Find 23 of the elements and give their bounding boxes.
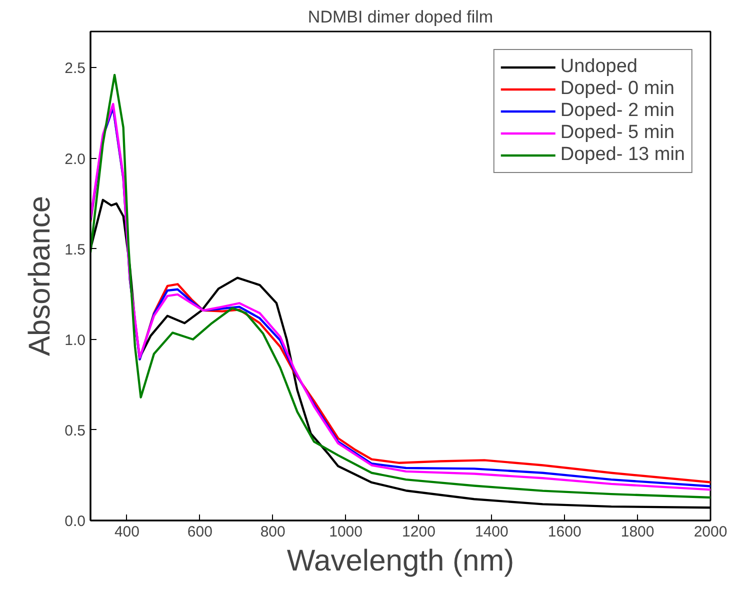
legend-label: Doped- 2 min	[560, 100, 674, 122]
x-tick-label: 1600	[548, 524, 582, 540]
chart-title: NDMBI dimer doped film	[308, 8, 494, 26]
x-tick-label: 400	[114, 524, 140, 540]
legend-label: Doped- 5 min	[560, 122, 674, 144]
legend-label: Undoped	[560, 56, 638, 78]
x-tick-label: 800	[260, 524, 286, 540]
y-tick-label: 2.0	[64, 150, 86, 168]
y-axis-title: Absorbance	[24, 196, 57, 356]
y-tick-label: 0.5	[64, 422, 86, 440]
x-tick-label: 1000	[329, 524, 362, 540]
y-tick-label: 2.5	[64, 60, 86, 78]
x-tick-label: 2000	[694, 524, 728, 540]
legend-label: Doped- 13 min	[560, 144, 685, 166]
legend-label: Doped- 0 min	[560, 78, 674, 100]
x-tick-label: 1400	[474, 524, 508, 540]
y-tick-label: 0.0	[64, 513, 86, 530]
x-axis-title: Wavelength (nm)	[286, 544, 514, 578]
y-tick-label: 1.5	[64, 241, 86, 258]
x-tick-label: 1800	[620, 524, 654, 540]
x-tick-label: 1200	[402, 524, 436, 540]
y-tick-label: 1.0	[64, 332, 86, 349]
x-tick-label: 600	[187, 524, 212, 540]
